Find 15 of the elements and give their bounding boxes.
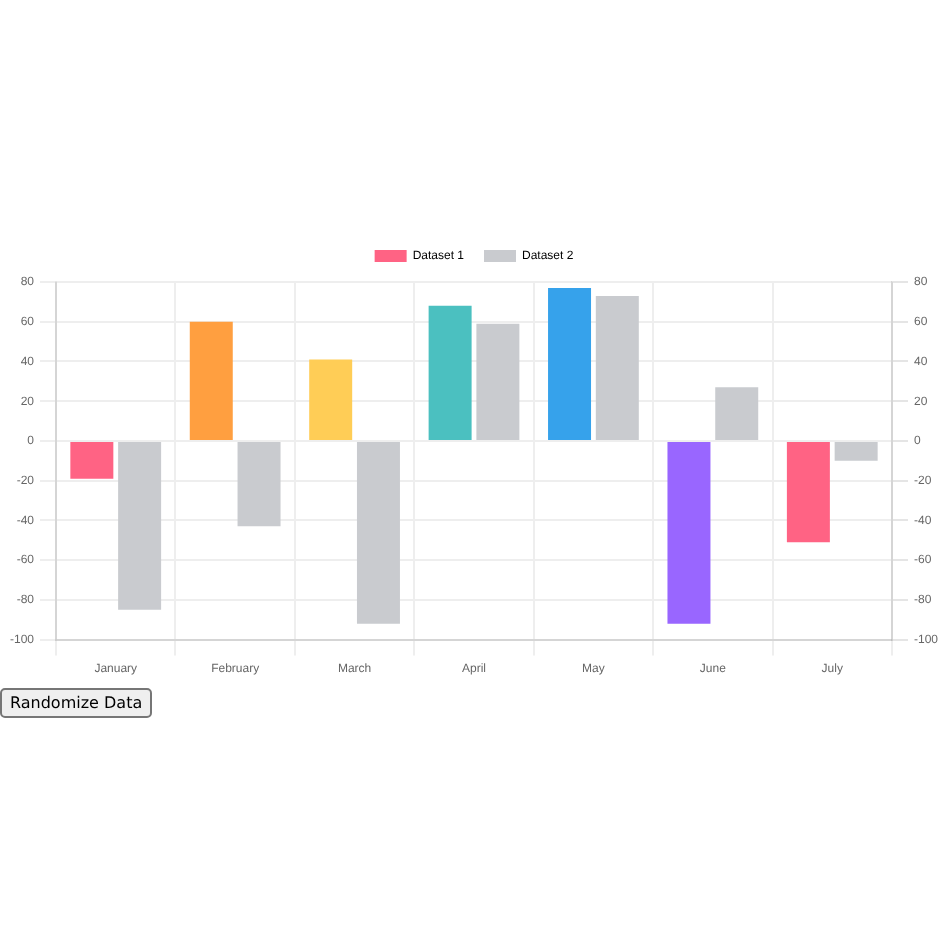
bar: [70, 441, 114, 479]
bar: [834, 441, 878, 461]
text: Randomize Data: [0, 688, 153, 718]
bar: [189, 321, 233, 440]
bar: [428, 305, 472, 440]
bar: [309, 359, 353, 440]
bar: [667, 441, 711, 624]
bar: [786, 441, 830, 543]
bar: [595, 295, 639, 440]
bar: [356, 441, 400, 624]
bar: [476, 323, 520, 440]
bar: [118, 441, 162, 610]
bar: [548, 287, 592, 440]
bar: [715, 387, 759, 440]
bar: [237, 441, 281, 527]
